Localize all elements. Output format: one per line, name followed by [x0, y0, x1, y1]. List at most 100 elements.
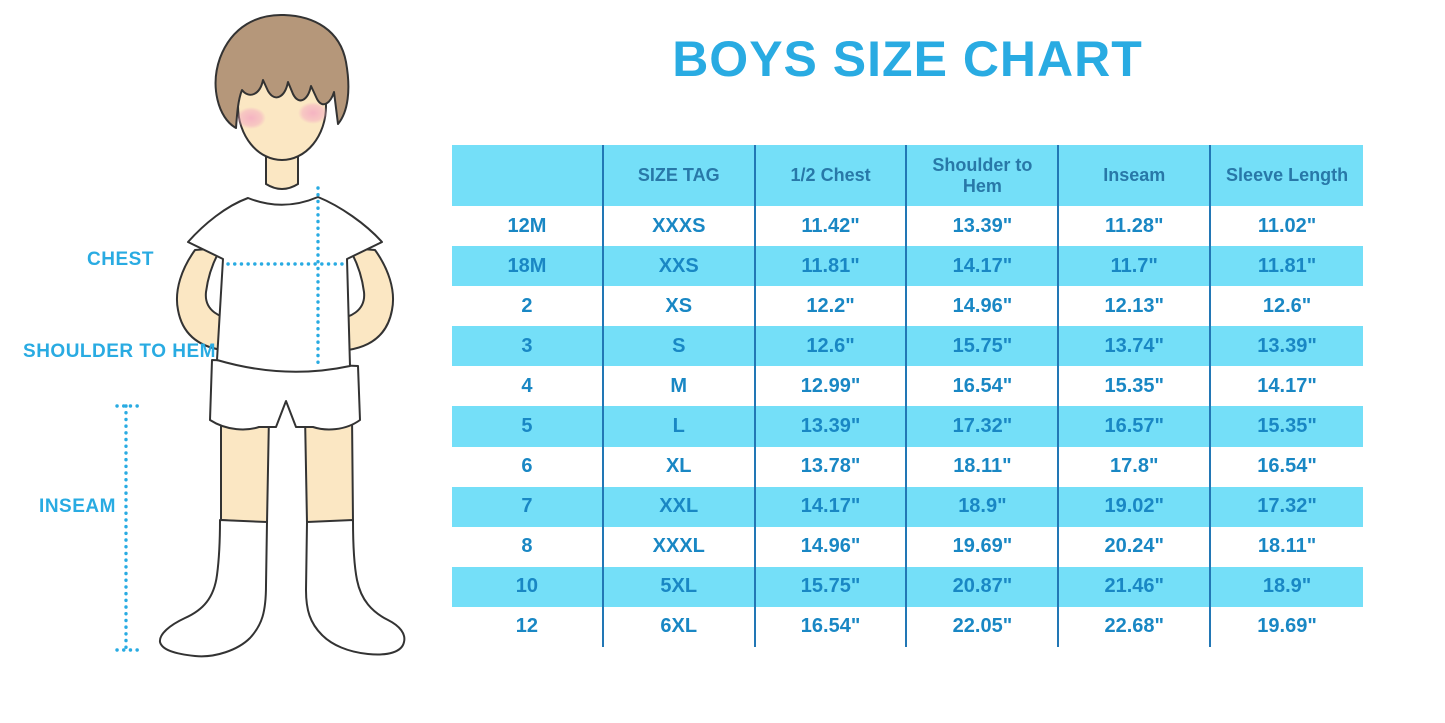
measurement-cell: 11.42" — [756, 206, 908, 247]
hair — [214, 13, 350, 129]
measurement-cell: 12.6" — [1262, 294, 1312, 317]
measurement-cell: 18.11" — [907, 446, 1060, 487]
size-cell: 4 — [452, 366, 604, 407]
shoulder-to-hem-label: SHOULDER TO HEM — [23, 341, 216, 362]
size-cell: 2 — [452, 286, 604, 327]
measurement-cell: 18.9" — [1262, 575, 1312, 598]
measurement-cell: XXXL — [604, 526, 756, 567]
measurement-cell: 13.39" — [1257, 334, 1317, 357]
left-sock — [158, 519, 268, 658]
inseam-label: INSEAM — [39, 496, 116, 517]
size-cell: 10 — [452, 566, 604, 607]
measurement-cell: 11.02" — [1257, 214, 1317, 237]
table-row: 8 XXXL 14.96" 19.69" 20.24" 18.11" — [452, 526, 1363, 567]
measurement-cell: S — [604, 326, 756, 367]
measurement-cell: 19.69" — [907, 526, 1060, 567]
measurement-cell: 22.05" — [907, 606, 1060, 648]
size-cell: 18M — [452, 246, 604, 287]
measurement-cell: 14.17" — [907, 246, 1060, 287]
measurement-cell: 17.32" — [1257, 495, 1317, 518]
measurement-cell: XXS — [604, 246, 756, 287]
size-cell: 3 — [452, 326, 604, 367]
measurement-cell: XL — [604, 446, 756, 487]
measurement-cell: M — [604, 366, 756, 407]
size-cell: 12 — [452, 606, 604, 648]
right-leg — [304, 414, 354, 524]
measurement-cell: 22.68" — [1059, 606, 1212, 648]
measurement-cell: 11.7" — [1059, 246, 1212, 287]
size-table: SIZE TAG 1/2 Chest Shoulder to Hem Inseam Sl… — [452, 145, 1363, 648]
column-header: 1/2 Chest — [756, 145, 908, 206]
measurement-cell: 15.35" — [1059, 366, 1212, 407]
measurement-cell: 20.24" — [1059, 526, 1212, 567]
measurement-cell: 6XL — [604, 606, 756, 648]
table-row: 12 6XL 16.54" 22.05" 22.68" 19.69" — [452, 606, 1363, 648]
table-row: 6 XL 13.78" 18.11" 17.8" 16.54" — [452, 446, 1363, 487]
measurement-cell: 11.81" — [756, 246, 908, 287]
measurement-cell: XXL — [604, 486, 756, 527]
measurement-cell: 17.8" — [1059, 446, 1212, 487]
measurement-cell: 13.74" — [1059, 326, 1212, 367]
size-cell: 5 — [452, 406, 604, 447]
measurement-cell: 13.39" — [756, 406, 908, 447]
left-leg — [220, 414, 270, 524]
table-row: 4 M 12.99" 16.54" 15.35" 14.17" — [452, 366, 1363, 407]
measurement-cell: 12.6" — [756, 326, 908, 367]
column-header: Inseam — [1059, 145, 1212, 206]
table-body: 12M XXXS 11.42" 13.39" 11.28" 11.02" 18M XXS 11.… — [452, 206, 1363, 648]
shorts — [209, 359, 361, 431]
measurement-cell: 16.54" — [907, 366, 1060, 407]
measurement-cell: 12.2" — [756, 286, 908, 327]
measurement-cell: 16.54" — [1257, 455, 1317, 478]
boy-measurement-illustration — [115, 13, 406, 658]
measurement-cell: XXXS — [604, 206, 756, 247]
left-cheek-blush — [236, 107, 266, 129]
table-header-row: SIZE TAG 1/2 Chest Shoulder to Hem Inseam Sl… — [452, 145, 1363, 206]
measurement-cell: 16.57" — [1059, 406, 1212, 447]
measurement-cell: 14.17" — [756, 486, 908, 527]
right-cheek-blush — [298, 102, 328, 124]
measurement-cell: 19.69" — [1257, 615, 1317, 638]
table-row: 5 L 13.39" 17.32" 16.57" 15.35" — [452, 406, 1363, 447]
measurement-cell: 11.81" — [1257, 254, 1317, 277]
measurement-cell: 14.17" — [1257, 374, 1317, 397]
measurement-cell: 15.75" — [756, 566, 908, 607]
size-cell: 6 — [452, 446, 604, 487]
measurement-cell: 14.96" — [756, 526, 908, 567]
size-cell: 8 — [452, 526, 604, 567]
measurement-cell: XS — [604, 286, 756, 327]
table-row: 7 XXL 14.17" 18.9" 19.02" 17.32" — [452, 486, 1363, 527]
measurement-cell: 18.9" — [907, 486, 1060, 527]
column-header: SIZE TAG — [604, 145, 756, 206]
table-row: 12M XXXS 11.42" 13.39" 11.28" 11.02" — [452, 206, 1363, 247]
size-cell: 12M — [452, 206, 604, 247]
measurement-cell: 20.87" — [907, 566, 1060, 607]
measurement-cell: 18.11" — [1257, 535, 1317, 558]
measurement-cell: 17.32" — [907, 406, 1060, 447]
measurement-cell: 14.96" — [907, 286, 1060, 327]
measurement-cell: 13.39" — [907, 206, 1060, 247]
column-header: Sleeve Length — [1226, 165, 1349, 186]
measurement-cell: 12.13" — [1059, 286, 1212, 327]
measurement-cell: 5XL — [604, 566, 756, 607]
measurement-cell: 19.02" — [1059, 486, 1212, 527]
table-row: 10 5XL 15.75" 20.87" 21.46" 18.9" — [452, 566, 1363, 607]
size-cell: 7 — [452, 486, 604, 527]
measurement-cell: 15.35" — [1257, 415, 1317, 438]
page-title: BOYS SIZE CHART — [672, 31, 1143, 87]
table-row: 2 XS 12.2" 14.96" 12.13" 12.6" — [452, 286, 1363, 327]
measurement-cell: 16.54" — [756, 606, 908, 648]
measurement-cell: 12.99" — [756, 366, 908, 407]
chest-label: CHEST — [87, 249, 154, 270]
measurement-cell: 21.46" — [1059, 566, 1212, 607]
t-shirt — [187, 196, 383, 373]
right-sock — [305, 519, 406, 656]
column-header-empty — [452, 145, 604, 206]
measurement-cell: 13.78" — [756, 446, 908, 487]
measurement-cell: L — [604, 406, 756, 447]
measurement-cell: 11.28" — [1059, 206, 1212, 247]
table-row: 3 S 12.6" 15.75" 13.74" 13.39" — [452, 326, 1363, 367]
column-header: Shoulder to Hem — [907, 145, 1060, 206]
measurement-cell: 15.75" — [907, 326, 1060, 367]
